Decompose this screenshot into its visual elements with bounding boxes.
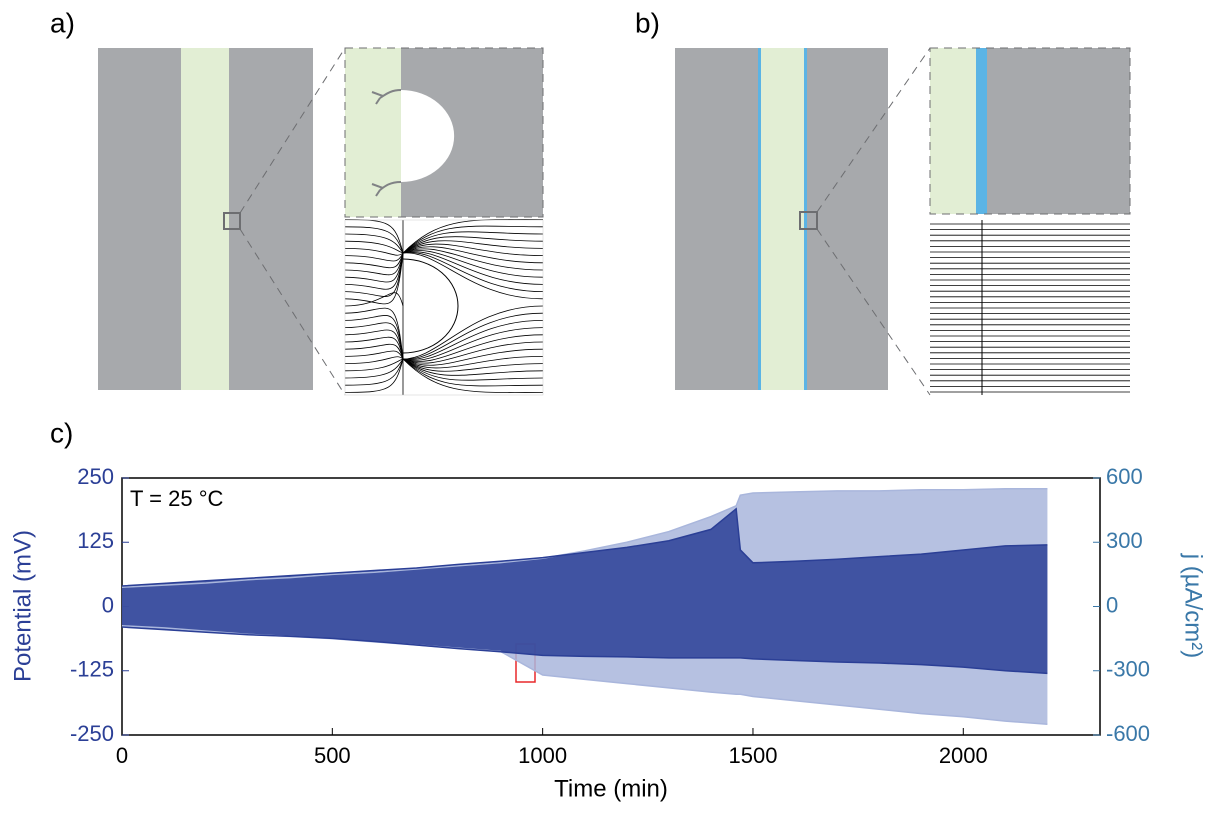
field-line bbox=[344, 322, 544, 361]
field-line bbox=[344, 336, 544, 364]
field-line bbox=[344, 343, 544, 366]
panel-label: b) bbox=[635, 7, 660, 38]
y-axis-label: Potential (mV) bbox=[9, 530, 36, 682]
field-line bbox=[344, 350, 544, 369]
void-outline bbox=[402, 258, 459, 354]
field-line bbox=[344, 315, 544, 360]
band-fill bbox=[122, 508, 1048, 674]
field-line bbox=[344, 243, 544, 262]
y2-tick-label: 300 bbox=[1106, 528, 1143, 553]
y-tick-label: -250 bbox=[70, 721, 114, 746]
annotation: T = 25 °C bbox=[130, 486, 223, 511]
envelope-line bbox=[121, 487, 1048, 588]
field-line bbox=[344, 250, 544, 283]
x-tick-label: 500 bbox=[314, 743, 351, 768]
field-line bbox=[344, 240, 544, 256]
y-tick-label: 125 bbox=[77, 528, 114, 553]
field-line bbox=[344, 248, 544, 276]
diagram-b bbox=[675, 47, 1131, 396]
field-line bbox=[344, 307, 544, 360]
field-line bbox=[344, 292, 544, 360]
x-axis-label: Time (min) bbox=[554, 775, 668, 802]
field-line bbox=[344, 252, 544, 305]
y-tick-label: 0 bbox=[102, 592, 114, 617]
x-tick-label: 0 bbox=[116, 743, 128, 768]
field-line bbox=[344, 329, 544, 362]
field-line bbox=[344, 358, 544, 387]
y-tick-label: -125 bbox=[70, 657, 114, 682]
field-line bbox=[344, 219, 544, 254]
field-line bbox=[344, 236, 544, 254]
panel-label: a) bbox=[50, 7, 75, 38]
y2-axis-label: j (µA/cm²) bbox=[1180, 553, 1207, 658]
x-tick-label: 1500 bbox=[728, 743, 777, 768]
x-tick-label: 1000 bbox=[518, 743, 567, 768]
field-line bbox=[344, 356, 544, 372]
panel-label: c) bbox=[50, 417, 73, 448]
field-line bbox=[344, 246, 544, 269]
y2-tick-label: -300 bbox=[1106, 657, 1150, 682]
y-tick-label: 250 bbox=[77, 464, 114, 489]
y2-tick-label: 600 bbox=[1106, 464, 1143, 489]
diagram-a bbox=[98, 47, 544, 396]
y2-tick-label: 0 bbox=[1106, 592, 1118, 617]
field-line bbox=[344, 358, 544, 381]
field-line bbox=[344, 225, 544, 254]
field-line bbox=[344, 231, 544, 254]
envelope-line bbox=[121, 507, 1048, 587]
field-line bbox=[344, 358, 544, 376]
y2-tick-label: -600 bbox=[1106, 721, 1150, 746]
x-tick-label: 2000 bbox=[939, 743, 988, 768]
field-line bbox=[344, 358, 544, 393]
envelope-line bbox=[121, 626, 1048, 675]
field-line bbox=[344, 251, 544, 290]
